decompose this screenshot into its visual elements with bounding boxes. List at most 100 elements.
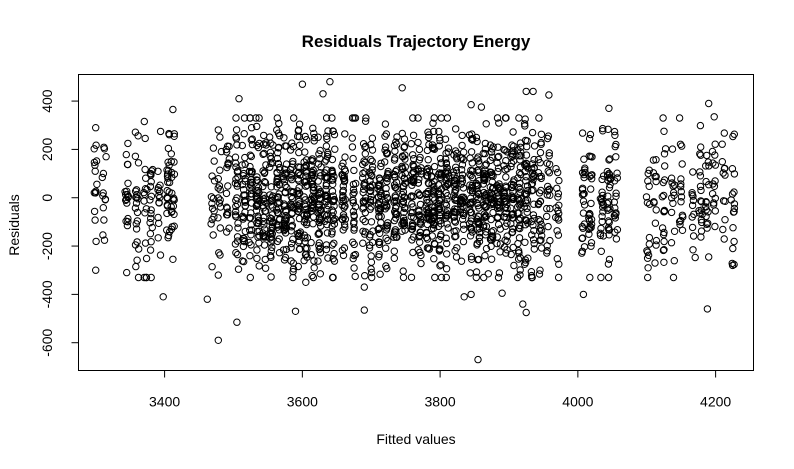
data-point	[466, 201, 474, 209]
data-point	[437, 273, 446, 282]
data-point	[529, 87, 537, 96]
data-point	[613, 169, 621, 177]
data-point	[711, 177, 719, 185]
data-point	[381, 158, 389, 166]
data-point	[375, 253, 383, 261]
data-point	[307, 207, 315, 215]
data-point	[467, 290, 475, 299]
data-point	[530, 214, 538, 223]
data-point	[709, 201, 718, 209]
data-point	[146, 182, 155, 191]
data-point	[123, 199, 131, 207]
data-point	[522, 199, 530, 207]
data-point	[652, 177, 660, 186]
data-point	[365, 244, 374, 252]
data-point	[359, 203, 368, 212]
data-point	[276, 163, 284, 172]
data-point	[660, 191, 668, 200]
data-point	[267, 239, 275, 247]
data-point	[534, 200, 543, 209]
data-point	[535, 270, 544, 278]
data-point	[376, 187, 384, 196]
data-point	[268, 243, 276, 252]
data-point	[536, 236, 544, 245]
data-point	[248, 135, 257, 143]
data-point	[704, 158, 712, 166]
data-point	[367, 252, 375, 260]
data-point	[214, 214, 222, 222]
data-point	[382, 201, 391, 210]
data-point	[307, 251, 315, 259]
data-point	[456, 200, 465, 208]
data-point	[599, 127, 607, 135]
data-point	[349, 238, 357, 246]
data-point	[99, 231, 107, 239]
data-point	[555, 260, 563, 268]
data-point	[587, 223, 595, 232]
data-point	[360, 283, 368, 291]
data-point	[449, 168, 458, 176]
data-point	[350, 188, 358, 197]
data-point	[586, 273, 594, 282]
data-point	[267, 201, 275, 209]
data-point	[293, 201, 302, 210]
data-point	[425, 131, 433, 139]
data-point	[579, 290, 588, 299]
data-point	[507, 250, 515, 259]
data-point	[366, 205, 374, 213]
data-point	[146, 246, 155, 254]
data-point	[349, 254, 357, 263]
data-point	[676, 140, 685, 149]
data-point	[554, 189, 563, 198]
x-tick-label: 4200	[700, 394, 731, 410]
data-point	[652, 156, 660, 164]
data-point	[494, 153, 502, 162]
data-point	[544, 132, 553, 140]
data-point	[669, 188, 678, 197]
data-point	[368, 134, 377, 142]
data-point	[225, 224, 233, 232]
data-point	[330, 130, 339, 139]
data-point	[367, 218, 376, 226]
data-point	[381, 120, 390, 128]
data-point	[457, 197, 465, 205]
data-point	[696, 121, 705, 130]
data-point	[314, 133, 322, 141]
data-point	[300, 231, 309, 239]
data-point	[287, 200, 295, 208]
data-point	[134, 132, 142, 140]
data-point	[407, 140, 415, 148]
data-point	[414, 179, 422, 187]
data-point	[261, 179, 270, 187]
data-point	[341, 215, 350, 223]
data-point	[597, 224, 605, 233]
data-point	[282, 245, 291, 254]
data-point	[282, 214, 290, 223]
data-point	[538, 232, 546, 240]
data-point	[224, 208, 232, 216]
data-point	[124, 179, 132, 188]
data-point	[521, 260, 529, 268]
data-point	[391, 147, 399, 155]
data-point	[451, 182, 459, 190]
data-point	[246, 180, 255, 188]
data-point	[660, 228, 668, 237]
data-point	[603, 204, 612, 212]
data-point	[650, 199, 658, 207]
data-point	[587, 185, 595, 193]
data-point	[124, 192, 133, 201]
data-point	[163, 209, 171, 218]
data-point	[660, 127, 668, 136]
data-point	[543, 187, 552, 195]
data-point	[391, 154, 399, 162]
data-point	[509, 243, 517, 252]
data-point	[390, 170, 399, 179]
data-point	[677, 187, 685, 196]
data-point	[605, 255, 614, 264]
data-point	[544, 167, 552, 175]
data-point	[689, 168, 697, 176]
data-point	[322, 245, 331, 254]
data-point	[131, 204, 140, 212]
data-point	[407, 192, 416, 200]
data-point	[238, 141, 247, 150]
